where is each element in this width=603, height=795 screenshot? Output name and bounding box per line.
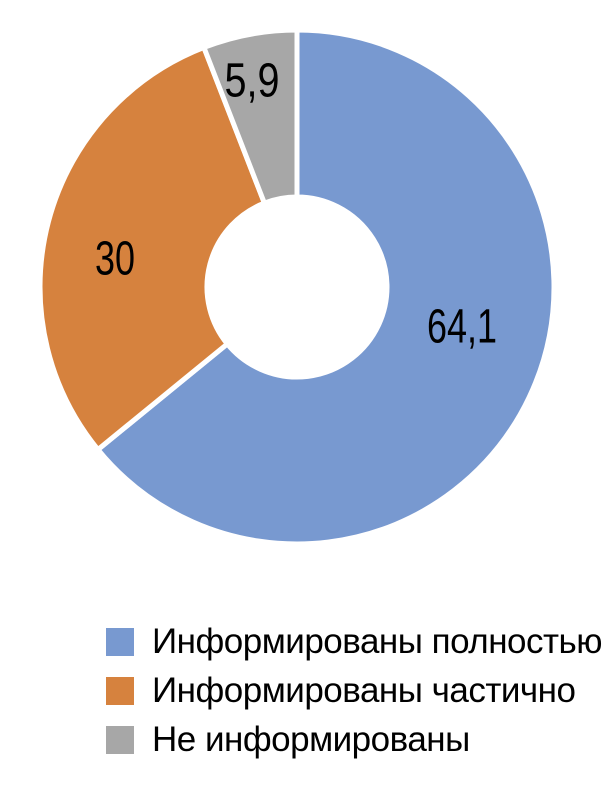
legend-swatch-not-informed bbox=[106, 726, 134, 754]
pie-slice-1 bbox=[94, 27, 557, 547]
donut-chart: 64,1 30 5,9 bbox=[37, 27, 557, 547]
data-label: 5,9 bbox=[225, 55, 280, 108]
legend-label: Информированы полностью bbox=[152, 622, 603, 661]
legend-item: Информированы частично bbox=[106, 671, 602, 710]
legend-item: Информированы полностью bbox=[106, 622, 603, 661]
legend-label: Не информированы bbox=[152, 720, 470, 759]
legend: Информированы полностью Информированы ча… bbox=[106, 622, 603, 759]
legend-swatch-partially-informed bbox=[106, 677, 134, 705]
data-label: 30 bbox=[95, 233, 135, 286]
pie-slice-3 bbox=[200, 27, 300, 207]
pie-slice-2 bbox=[37, 44, 268, 454]
legend-label: Информированы частично bbox=[152, 671, 576, 710]
legend-swatch-fully-informed bbox=[106, 628, 134, 656]
data-label: 64,1 bbox=[427, 301, 497, 354]
legend-item: Не информированы bbox=[106, 720, 602, 759]
